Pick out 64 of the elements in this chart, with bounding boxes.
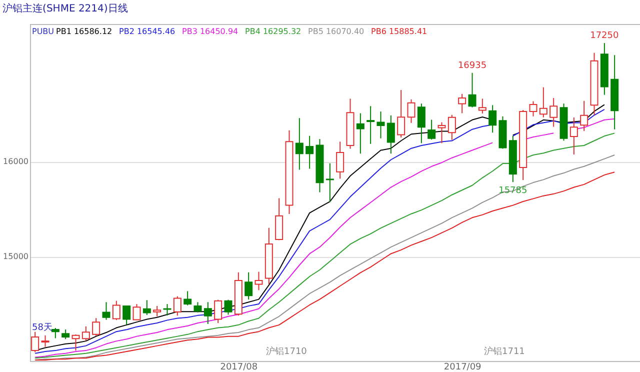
candlestick (102, 302, 110, 320)
candlestick (428, 119, 436, 140)
candlestick (224, 299, 232, 316)
candlestick (366, 106, 375, 144)
candlestick (184, 290, 192, 306)
candlestick (153, 305, 162, 317)
annotation: 沪铝1711 (484, 346, 525, 357)
candlestick (163, 304, 172, 316)
candlestick (132, 304, 141, 321)
candlestick (376, 111, 385, 139)
candlestick (448, 114, 456, 140)
candlestick (51, 327, 60, 339)
candlestick (214, 299, 222, 324)
annotation: 16935 (458, 60, 487, 71)
candlestick (41, 334, 50, 348)
candlestick (254, 271, 263, 291)
x-tick-label: 2017/08 (220, 362, 258, 372)
candlestick (570, 116, 578, 156)
candlestick (92, 318, 100, 337)
text: PB1 16586.12 (56, 27, 112, 36)
candlestick (122, 305, 131, 326)
annotation: 17250 (590, 30, 619, 41)
candlestick (204, 302, 212, 324)
candlestick (529, 100, 538, 117)
text: PB4 16295.32 (245, 27, 302, 36)
annotation: 沪铝1710 (266, 346, 308, 357)
x-tick-label: 2017/09 (444, 362, 482, 372)
candlestick (468, 72, 476, 108)
text: PB2 16545.46 (119, 27, 176, 36)
candlestick (417, 103, 426, 144)
candlestick (356, 112, 364, 154)
candlestick (397, 89, 406, 138)
candlestick (407, 98, 416, 124)
candlestick (458, 93, 466, 114)
text: PB3 16450.94 (182, 27, 238, 36)
candlestick (112, 300, 120, 321)
candlestick (72, 334, 80, 352)
candlestick (580, 100, 588, 132)
annotation: 15785 (498, 186, 528, 196)
candlestick (173, 296, 182, 316)
y-tick-label: 15000 (3, 252, 28, 262)
candlestick (478, 98, 486, 114)
candlestick (194, 302, 202, 313)
y-tick-label: 16000 (3, 157, 28, 166)
candlestick (438, 122, 446, 144)
candlestick (488, 104, 497, 134)
candlestick (62, 328, 70, 340)
candlestick (82, 326, 90, 342)
annotation: 58天 (32, 322, 52, 333)
chart-title: 沪铝主连(SHME 2214)日线 (2, 2, 128, 14)
text: PB6 15885.41 (371, 27, 428, 36)
candlestick (295, 118, 304, 170)
candlestick (31, 331, 40, 353)
candlestick (142, 300, 151, 316)
candlestick (550, 98, 558, 128)
text: PB5 16070.40 (308, 27, 364, 36)
candlestick (306, 135, 314, 170)
candlestick (336, 141, 344, 180)
candlestick (244, 272, 253, 300)
candlestick (539, 86, 548, 118)
candlestick (326, 162, 334, 202)
candlestick (386, 114, 395, 154)
legend-title: PUBU (32, 27, 54, 36)
candlestick (275, 198, 284, 241)
